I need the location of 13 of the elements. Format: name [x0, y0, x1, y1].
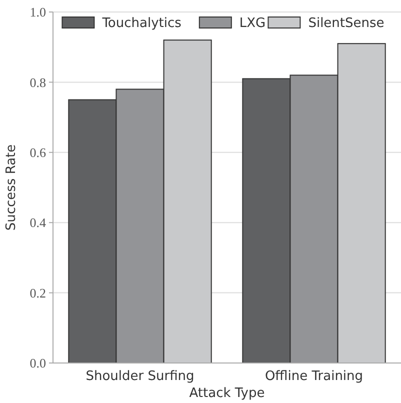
- y-tick-label: 0.8: [30, 74, 46, 90]
- y-tick-label: 0.4: [30, 215, 46, 230]
- legend-label: LXG: [239, 16, 266, 31]
- x-tick-label: Offline Training: [264, 369, 364, 384]
- y-axis-title: Success Rate: [4, 144, 19, 231]
- x-tick-label: Shoulder Surfing: [86, 369, 194, 384]
- x-axis-title: Attack Type: [189, 386, 265, 401]
- legend-label: Touchalytics: [101, 16, 182, 31]
- y-tick-label: 0.2: [30, 285, 46, 300]
- y-tick-label: 0.0: [30, 356, 46, 371]
- legend-label: SilentSense: [308, 16, 384, 31]
- y-tick-label: 1.0: [30, 4, 46, 20]
- y-tick-label: 0.6: [30, 144, 46, 160]
